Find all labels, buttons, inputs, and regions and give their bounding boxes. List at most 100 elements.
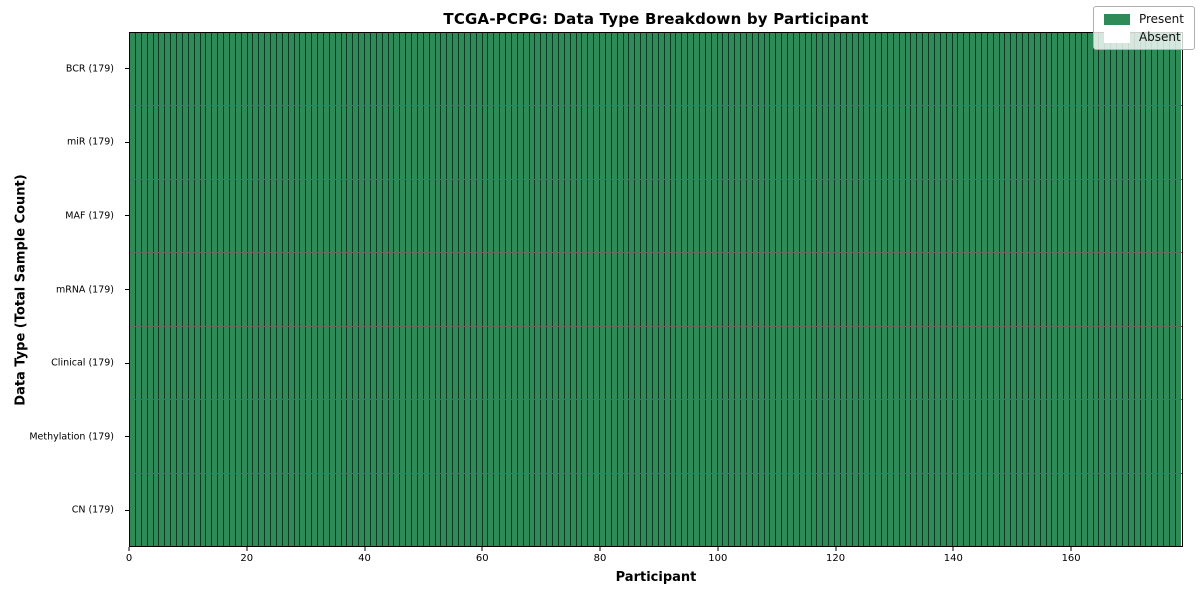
heatmap-cell (746, 326, 753, 400)
heatmap-cell (999, 106, 1006, 179)
heatmap-cell (394, 473, 401, 546)
heatmap-cell (605, 33, 612, 106)
heatmap-cell (265, 326, 271, 400)
heatmap-cell (1034, 253, 1041, 326)
heatmap-cell (500, 326, 506, 400)
heatmap-cell (370, 253, 377, 326)
heatmap-cell (1152, 253, 1159, 326)
heatmap-cell (764, 326, 771, 400)
heatmap-cell (576, 326, 583, 400)
heatmap-cell (259, 400, 266, 473)
heatmap-cell (224, 106, 230, 179)
heatmap-cell (723, 326, 730, 400)
heatmap-cell (441, 400, 448, 473)
heatmap-cell (312, 326, 318, 400)
heatmap-cell (846, 253, 853, 326)
heatmap-cell (717, 473, 724, 546)
heatmap-cell (470, 179, 477, 253)
heatmap-cell (406, 400, 412, 473)
heatmap-cell (882, 253, 888, 326)
heatmap-cell (641, 106, 647, 179)
heatmap-cell (970, 106, 976, 179)
heatmap-cell (805, 106, 812, 179)
heatmap-cell (553, 253, 559, 326)
heatmap-cell (464, 326, 471, 400)
heatmap-cell (1017, 400, 1023, 473)
x-tick-mark (1070, 547, 1072, 551)
heatmap-cell (1093, 179, 1100, 253)
heatmap-cell (976, 179, 982, 253)
heatmap-cell (623, 106, 630, 179)
heatmap-cell (1064, 400, 1070, 473)
heatmap-cell (294, 400, 301, 473)
y-tick-mark (125, 509, 129, 511)
heatmap-cell (1175, 179, 1181, 253)
heatmap-cell (758, 326, 765, 400)
heatmap-cell (629, 473, 636, 546)
heatmap-cell (893, 33, 900, 106)
heatmap-cell (188, 106, 195, 179)
heatmap-cell (840, 33, 847, 106)
heatmap-cell (588, 33, 595, 106)
heatmap-cell (511, 473, 518, 546)
heatmap-cell (359, 106, 365, 179)
heatmap-cell (987, 473, 994, 546)
heatmap-cell (652, 33, 659, 106)
heatmap-cell (970, 179, 976, 253)
heatmap-cell (1158, 326, 1164, 400)
heatmap-cell (970, 400, 976, 473)
heatmap-cell (705, 473, 712, 546)
heatmap-cell (958, 179, 965, 253)
heatmap-cell (752, 253, 759, 326)
heatmap-cell (629, 33, 636, 106)
heatmap-row-Methylation (130, 400, 1182, 474)
heatmap-cell (412, 326, 418, 400)
heatmap-cell (729, 473, 736, 546)
heatmap-cell (412, 179, 418, 253)
heatmap-plot-area (129, 32, 1183, 547)
heatmap-cell (329, 106, 336, 179)
heatmap-cell (835, 473, 841, 546)
heatmap-cell (1105, 473, 1112, 546)
heatmap-cell (282, 400, 289, 473)
heatmap-cell (323, 400, 330, 473)
heatmap-cell (224, 179, 230, 253)
heatmap-cell (500, 473, 506, 546)
heatmap-cell (182, 253, 189, 326)
heatmap-cell (664, 33, 671, 106)
heatmap-cell (1099, 400, 1106, 473)
heatmap-cell (964, 253, 971, 326)
heatmap-cell (1134, 253, 1141, 326)
heatmap-cell (758, 473, 765, 546)
heatmap-cell (1017, 326, 1023, 400)
heatmap-cell (300, 473, 307, 546)
heatmap-cell (1169, 106, 1176, 179)
heatmap-cell (705, 33, 712, 106)
heatmap-cell (835, 326, 841, 400)
heatmap-cell (212, 473, 219, 546)
heatmap-cell (999, 33, 1006, 106)
heatmap-cell (564, 179, 571, 253)
heatmap-cell (764, 400, 771, 473)
heatmap-cell (1023, 179, 1029, 253)
heatmap-cell (764, 106, 771, 179)
heatmap-cell (752, 106, 759, 179)
heatmap-cell (1099, 106, 1106, 179)
heatmap-cell (893, 253, 900, 326)
heatmap-cell (271, 400, 277, 473)
heatmap-cell (229, 326, 236, 400)
y-tick-label: mRNA (179) (55, 284, 114, 295)
heatmap-cell (206, 473, 213, 546)
heatmap-cell (200, 326, 207, 400)
heatmap-cell (453, 33, 459, 106)
heatmap-cell (464, 179, 471, 253)
heatmap-cell (952, 400, 959, 473)
heatmap-cell (723, 33, 730, 106)
heatmap-cell (1146, 33, 1153, 106)
heatmap-cell (999, 400, 1006, 473)
heatmap-cell (353, 33, 360, 106)
heatmap-cell (365, 33, 371, 106)
heatmap-cell (741, 33, 747, 106)
x-tick-label: 0 (125, 553, 133, 564)
heatmap-cell (177, 106, 183, 179)
